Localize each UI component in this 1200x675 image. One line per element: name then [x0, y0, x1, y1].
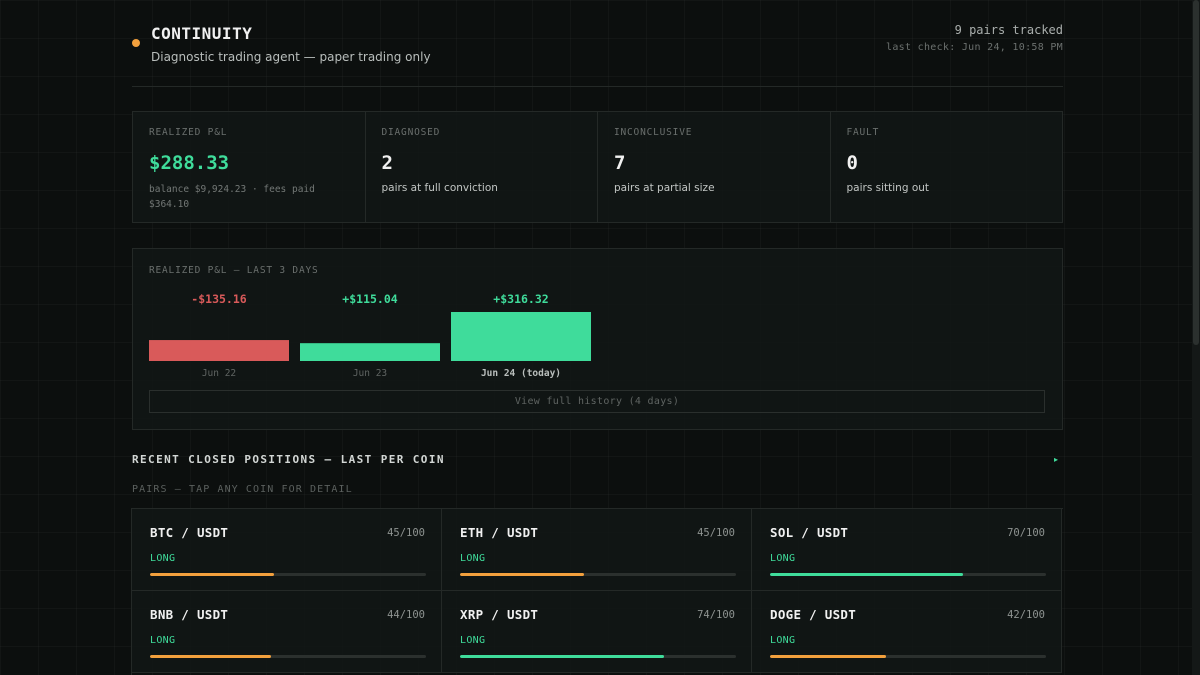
pair-card[interactable]: DOGE / USDT 42/100 LONG	[752, 591, 1062, 673]
pair-card[interactable]: BTC / USDT 45/100 LONG	[132, 509, 442, 591]
stat-sub: pairs sitting out	[846, 182, 930, 194]
stat-label: FAULT	[846, 127, 880, 138]
scrollbar-thumb[interactable]	[1193, 0, 1199, 345]
conviction-bar-fill	[150, 655, 272, 658]
chart-title: REALIZED P&L — LAST 3 DAYS	[149, 265, 319, 276]
pair-side: LONG	[770, 553, 796, 564]
pair-side: LONG	[460, 635, 486, 646]
stat-inconclusive: INCONCLUSIVE 7 pairs at partial size	[598, 112, 831, 222]
pnl-bar	[300, 343, 440, 361]
scrollbar[interactable]	[1192, 0, 1200, 675]
pair-name: BTC / USDT	[150, 525, 229, 540]
pnl-category-label: Jun 22	[202, 368, 236, 379]
conviction-bar	[150, 655, 426, 658]
pnl-chart-panel: REALIZED P&L — LAST 3 DAYS -$135.16 Jun 2…	[132, 248, 1063, 430]
pair-card[interactable]: BNB / USDT 44/100 LONG	[132, 591, 442, 673]
stat-sub: pairs at partial size	[614, 182, 715, 194]
pnl-value-label: +$115.04	[342, 292, 397, 306]
pair-side: LONG	[150, 635, 176, 646]
pnl-bar	[149, 340, 289, 361]
stat-realized-pnl: REALIZED P&L $288.33 balance $9,924.23 ·…	[133, 112, 366, 222]
pair-name: BNB / USDT	[150, 607, 229, 622]
conviction-bar	[770, 573, 1046, 576]
pair-name: SOL / USDT	[770, 525, 849, 540]
pair-score: 74/100	[697, 609, 735, 621]
pnl-value-label: +$316.32	[493, 292, 548, 306]
pair-card[interactable]: SOL / USDT 70/100 LONG	[752, 509, 1062, 591]
last-check-timestamp: last check: Jun 24, 10:58 PM	[886, 42, 1063, 53]
pair-name: XRP / USDT	[460, 607, 539, 622]
stat-value: 0	[846, 152, 858, 174]
recent-positions-heading: RECENT CLOSED POSITIONS — LAST PER COIN	[132, 453, 445, 466]
pair-side: LONG	[770, 635, 796, 646]
app-title: CONTINUITY	[151, 24, 253, 43]
conviction-bar-fill	[770, 655, 886, 658]
pair-card[interactable]: XRP / USDT 74/100 LONG	[442, 591, 752, 673]
stat-fault: FAULT 0 pairs sitting out	[831, 112, 1063, 222]
app-subtitle: Diagnostic trading agent — paper trading…	[151, 50, 431, 64]
pairs-grid: BTC / USDT 45/100 LONG ETH / USDT 45/100…	[131, 508, 1063, 675]
conviction-bar-fill	[150, 573, 275, 576]
pnl-bar-chart: -$135.16 Jun 22 +$115.04 Jun 23 +$316.32 Jun …	[149, 292, 591, 379]
status-dot-icon	[132, 39, 140, 47]
pair-score: 45/100	[387, 527, 425, 539]
pnl-value-label: -$135.16	[191, 292, 246, 306]
stat-label: INCONCLUSIVE	[614, 127, 693, 138]
conviction-bar	[770, 655, 1046, 658]
conviction-bar	[460, 573, 736, 576]
conviction-bar-fill	[460, 655, 665, 658]
pnl-bar	[451, 312, 591, 361]
stat-sub: pairs at full conviction	[381, 182, 498, 194]
stat-label: DIAGNOSED	[381, 127, 441, 138]
pair-score: 70/100	[1007, 527, 1045, 539]
pair-score: 42/100	[1007, 609, 1045, 621]
stat-value: $288.33	[149, 152, 230, 174]
conviction-bar	[460, 655, 736, 658]
conviction-bar-fill	[770, 573, 964, 576]
pairs-caption: PAIRS — TAP ANY COIN FOR DETAIL	[132, 484, 353, 495]
stats-panel: REALIZED P&L $288.33 balance $9,924.23 ·…	[132, 111, 1063, 223]
conviction-bar	[150, 573, 426, 576]
pair-side: LONG	[150, 553, 176, 564]
stat-label: REALIZED P&L	[149, 127, 228, 138]
conviction-bar-fill	[460, 573, 585, 576]
pair-card[interactable]: ETH / USDT 45/100 LONG	[442, 509, 752, 591]
expand-arrow-icon[interactable]: ▸	[1054, 455, 1059, 464]
pair-name: ETH / USDT	[460, 525, 539, 540]
stat-diagnosed: DIAGNOSED 2 pairs at full conviction	[366, 112, 598, 222]
view-full-history-button[interactable]: View full history (4 days)	[149, 390, 1045, 413]
pnl-category-label: Jun 24 (today)	[481, 368, 561, 379]
header: CONTINUITY Diagnostic trading agent — pa…	[132, 20, 1063, 87]
stat-value: 7	[614, 152, 626, 174]
stat-value: 2	[381, 152, 393, 174]
pair-score: 44/100	[387, 609, 425, 621]
pairs-tracked-count: 9 pairs tracked	[954, 23, 1063, 37]
pair-side: LONG	[460, 553, 486, 564]
stat-sub: balance $9,924.23 · fees paid $364.10	[149, 184, 315, 210]
pair-score: 45/100	[697, 527, 735, 539]
pnl-category-label: Jun 23	[353, 368, 387, 379]
pair-name: DOGE / USDT	[770, 607, 857, 622]
